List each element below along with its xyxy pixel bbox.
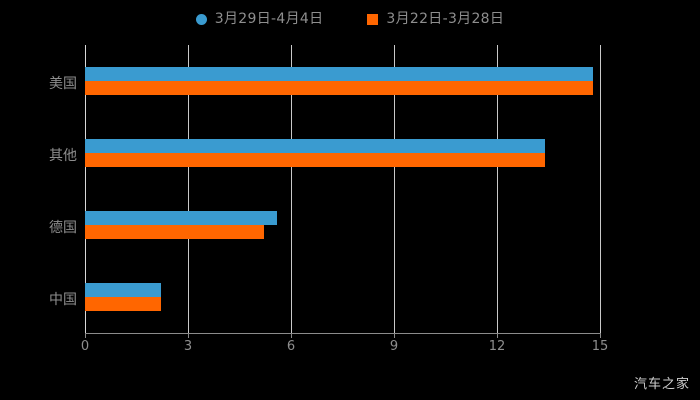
y-axis-label: 中国	[49, 292, 77, 308]
bar[interactable]	[85, 211, 278, 225]
bar[interactable]	[85, 297, 161, 311]
gridline-6	[291, 45, 292, 333]
x-axis-tick-label: 15	[591, 339, 609, 354]
x-axis-tick	[85, 333, 86, 338]
gridline-12	[497, 45, 498, 333]
bar[interactable]	[85, 283, 161, 297]
bar-group	[85, 139, 600, 167]
square-marker-icon	[367, 13, 379, 25]
gridline-15	[600, 45, 601, 333]
bar-group	[85, 67, 600, 95]
gridline-9	[394, 45, 395, 333]
chart-legend: 3月29日-4月4日 3月22日-3月28日	[0, 6, 700, 32]
legend-item-series-1[interactable]: 3月22日-3月28日	[367, 12, 504, 26]
circle-marker-icon	[195, 13, 207, 25]
x-axis-tick	[497, 333, 498, 338]
x-axis-tick	[600, 333, 601, 338]
legend-item-series-0[interactable]: 3月29日-4月4日	[195, 11, 324, 27]
plot-area	[85, 45, 601, 333]
bar[interactable]	[85, 81, 594, 95]
y-axis-labels: 美国 其他 德国 中国	[0, 45, 77, 333]
x-axis-tick-label: 0	[80, 339, 90, 354]
watermark: 汽车之家	[633, 377, 690, 392]
x-axis-tick-label: 9	[389, 339, 399, 354]
bar[interactable]	[85, 225, 264, 239]
bar[interactable]	[85, 139, 546, 153]
x-axis-tick-label: 6	[286, 339, 296, 354]
y-axis-label: 其他	[49, 148, 77, 164]
x-axis-tick	[394, 333, 395, 338]
x-axis-tick-label: 12	[488, 339, 506, 354]
legend-label-series-1: 3月22日-3月28日	[386, 11, 505, 27]
x-axis-line	[85, 333, 601, 334]
x-axis-tick	[188, 333, 189, 338]
legend-label-series-0: 3月29日-4月4日	[214, 11, 324, 27]
bar[interactable]	[85, 67, 594, 81]
y-axis-label: 美国	[49, 76, 77, 92]
x-axis-tick	[291, 333, 292, 338]
y-axis-label: 德国	[49, 220, 77, 236]
bar-group	[85, 283, 600, 311]
x-axis-tick-label: 3	[183, 339, 193, 354]
gridline-3	[188, 45, 189, 333]
gridline-0	[85, 45, 86, 333]
bar-group	[85, 211, 600, 239]
bar[interactable]	[85, 153, 546, 167]
